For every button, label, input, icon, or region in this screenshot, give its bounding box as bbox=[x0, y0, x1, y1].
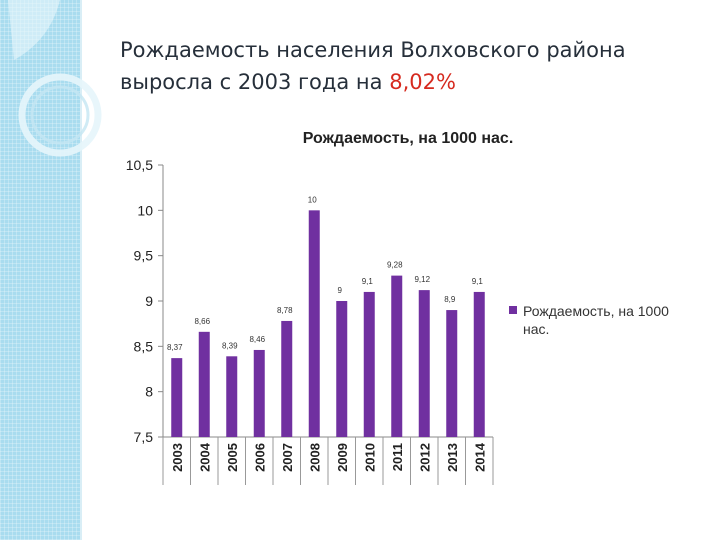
chart-bar bbox=[198, 331, 210, 437]
y-tick-label: 10,5 bbox=[126, 157, 153, 173]
bar-data-label: 8,78 bbox=[277, 306, 293, 315]
bar-data-label: 9,1 bbox=[472, 277, 484, 286]
side-decoration-band bbox=[0, 0, 80, 540]
slide-title: Рождаемость населения Волховского района… bbox=[120, 34, 700, 98]
bar-data-label: 8,46 bbox=[249, 335, 265, 344]
chart-bar bbox=[171, 358, 183, 437]
chart-bar bbox=[391, 275, 403, 437]
x-tick-label: 2009 bbox=[335, 443, 350, 472]
bar-data-label: 9,28 bbox=[387, 261, 403, 270]
bar-data-label: 8,9 bbox=[444, 295, 456, 304]
x-tick-label: 2013 bbox=[445, 443, 460, 472]
chart-bar bbox=[336, 301, 348, 437]
x-tick-label: 2011 bbox=[390, 443, 405, 471]
chart-bar bbox=[226, 356, 238, 437]
x-tick-label: 2004 bbox=[197, 442, 212, 472]
chart-bar bbox=[363, 291, 375, 437]
x-tick-label: 2012 bbox=[417, 443, 432, 472]
chart-bar bbox=[446, 310, 458, 437]
chart-bar bbox=[281, 320, 293, 437]
x-tick-label: 2010 bbox=[362, 443, 377, 472]
x-tick-label: 2014 bbox=[472, 442, 487, 472]
legend-swatch bbox=[509, 306, 517, 314]
bar-data-label: 8,37 bbox=[167, 343, 183, 352]
chart-bar bbox=[418, 290, 430, 437]
chart-bar bbox=[473, 291, 485, 437]
y-tick-label: 9 bbox=[145, 293, 153, 309]
bar-data-label: 9,1 bbox=[362, 277, 374, 286]
bar-data-label: 9 bbox=[338, 286, 343, 295]
bar-data-label: 8,66 bbox=[194, 317, 210, 326]
x-tick-label: 2006 bbox=[252, 443, 267, 472]
chart-bar bbox=[308, 210, 320, 437]
y-tick-label: 8,5 bbox=[134, 338, 154, 354]
legend-label: Рождаемость, на 1000 bbox=[523, 303, 669, 319]
bar-data-label: 10 bbox=[308, 195, 317, 204]
x-tick-label: 2005 bbox=[225, 443, 240, 472]
slide-title-line1: Рождаемость населения Волховского района bbox=[120, 38, 626, 62]
ring-decoration-icon bbox=[8, 0, 102, 157]
bar-data-label: 8,39 bbox=[222, 341, 238, 350]
y-tick-label: 8 bbox=[145, 384, 153, 400]
slide-title-highlight: 8,02% bbox=[389, 70, 456, 94]
x-tick-label: 2003 bbox=[170, 443, 185, 472]
y-tick-label: 10 bbox=[137, 202, 153, 218]
chart-bar bbox=[253, 349, 265, 437]
legend-label: нас. bbox=[523, 321, 549, 337]
y-tick-label: 7,5 bbox=[134, 429, 154, 445]
side-band-edge bbox=[80, 0, 82, 540]
slide-title-line2: выросла с 2003 года на bbox=[120, 70, 390, 94]
bar-data-label: 9,12 bbox=[414, 275, 430, 284]
x-tick-label: 2008 bbox=[307, 443, 322, 472]
x-tick-label: 2007 bbox=[280, 443, 295, 472]
y-tick-label: 9,5 bbox=[134, 248, 154, 264]
chart-title: Рождаемость, на 1000 нас. bbox=[303, 130, 514, 147]
